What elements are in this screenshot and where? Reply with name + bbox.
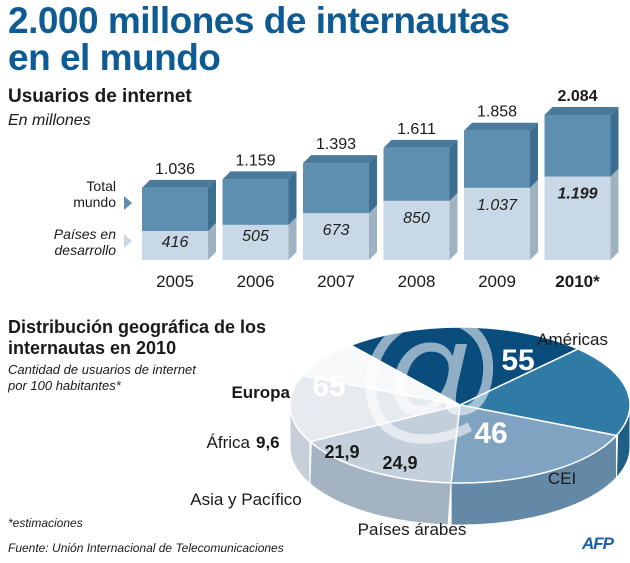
bar-developing — [222, 224, 289, 260]
x-tick-label: 2009 — [478, 272, 516, 291]
pie-name-africa: África — [207, 433, 251, 452]
pie-value-label: 21,9 — [324, 442, 359, 462]
bar-top-face — [464, 122, 538, 131]
bar-total — [142, 187, 208, 232]
data-label-developing: 850 — [403, 210, 430, 227]
bar-chart-subtitle: En millones — [8, 112, 91, 129]
bar-top-face — [303, 155, 377, 164]
bar-developing — [383, 200, 450, 260]
footnote: *estimaciones — [8, 516, 83, 530]
bar-developing — [303, 213, 369, 260]
bar-chart-title: Usuarios de internet — [8, 86, 192, 107]
bar-total — [303, 163, 369, 214]
x-tick-label: 2006 — [237, 272, 275, 291]
pie-name-cei: CEI — [548, 469, 576, 488]
bar-total — [544, 115, 611, 177]
bar-side-developing — [610, 168, 619, 260]
bar-side-total — [449, 139, 458, 201]
at-sign-icon: @ — [354, 287, 506, 455]
bar-side-developing — [288, 216, 297, 260]
data-label-developing: 1.037 — [477, 197, 518, 214]
pie-slice-europa — [348, 326, 580, 406]
data-label-developing: 1.199 — [557, 186, 597, 203]
pie-slice-pa-ses-rabes — [308, 404, 461, 484]
data-label-total: 1.159 — [235, 152, 275, 169]
bar-side-total — [530, 122, 538, 188]
data-label-developing: 416 — [162, 234, 189, 251]
data-label-developing: 505 — [242, 228, 269, 245]
bar-side-total — [610, 107, 619, 177]
bar-developing — [544, 176, 611, 260]
page-title: 2.000 millones de internautas en el mund… — [8, 0, 510, 78]
pie-name-europa: Europa — [231, 383, 290, 402]
bar-developing — [142, 231, 208, 260]
pie-slice-asia-y-pac-fico — [289, 374, 461, 443]
data-label-total: 1.036 — [155, 161, 195, 178]
pie-value-label: 46 — [474, 417, 507, 450]
bar-top-face — [222, 171, 297, 180]
bar-total — [222, 179, 289, 225]
row-label-developing: Países en desarrollo — [53, 226, 116, 258]
arrow-total-icon — [124, 196, 132, 210]
x-tick-label: 2008 — [398, 272, 436, 291]
data-label-total: 1.858 — [477, 104, 517, 121]
pie-name-arabes: Países árabes — [358, 520, 467, 539]
bar-side-total — [288, 171, 297, 225]
row-label-total: Total mundo — [73, 178, 116, 210]
data-label-total: 1.611 — [397, 121, 436, 138]
afp-logo: AFP — [582, 534, 614, 553]
pie-name-americas: Américas — [537, 330, 608, 349]
pie-slice--frica — [300, 344, 461, 406]
bar-side-developing — [208, 223, 216, 260]
pie-chart-title: Distribución geográfica de los internaut… — [8, 317, 267, 358]
bar-top-face — [383, 139, 458, 148]
pie-chart-subtitle: Cantidad de usuarios de internet por 100… — [8, 362, 196, 393]
bar-side-total — [369, 155, 377, 214]
pie-slice-cei — [450, 404, 618, 484]
pie-value-label: 65 — [312, 370, 345, 403]
pie-name-asia: Asia y Pacífico — [190, 490, 302, 509]
data-label-total: 2.084 — [557, 88, 597, 105]
x-tick-label: 2005 — [156, 272, 194, 291]
bar-top-face — [544, 107, 619, 115]
data-label-developing: 673 — [323, 222, 350, 239]
arrow-developing-icon — [124, 234, 132, 248]
pie-value-label: 24,9 — [382, 453, 417, 473]
bar-top-face — [142, 179, 216, 188]
bar-developing — [464, 187, 530, 260]
bar-total — [383, 147, 450, 201]
bar-side-developing — [369, 205, 377, 260]
bar-total — [464, 130, 530, 188]
pie-slice-am-ricas — [457, 348, 630, 437]
pie-value-label-africa: 9,6 — [256, 433, 280, 452]
pie-value-label: 55 — [501, 344, 534, 377]
bar-side-developing — [530, 179, 538, 260]
source-note: Fuente: Unión Internacional de Telecomun… — [8, 541, 284, 555]
data-label-total: 1.393 — [316, 136, 356, 153]
bar-side-total — [208, 179, 216, 232]
bar-side-developing — [449, 192, 458, 260]
x-tick-label: 2007 — [317, 272, 355, 291]
x-tick-label: 2010* — [555, 272, 600, 291]
